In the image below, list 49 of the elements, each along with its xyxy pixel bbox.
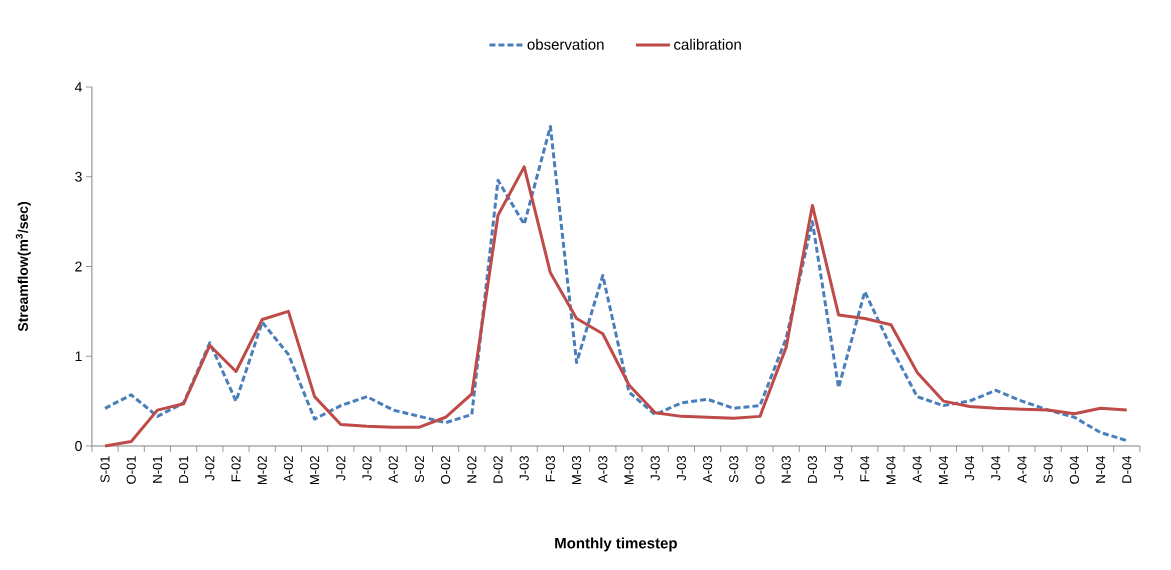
x-tick-label: N-01 [152, 456, 163, 483]
x-tick-label: M-04 [886, 455, 896, 485]
x-tick-label: M-03 [571, 456, 582, 485]
x-tick-label: J-04 [833, 455, 844, 481]
x-tick-label: J-03 [676, 456, 686, 481]
x-tick-label: S-04 [1043, 455, 1053, 483]
y-axis-title: Streamflow(m$^{3}$/sec) [15, 201, 31, 332]
x-tick-label: D-04 [1122, 455, 1132, 483]
y-tick-label: 3 [75, 171, 82, 182]
x-tick-label: F-03 [545, 456, 555, 482]
x-tick-label: M-04 [938, 455, 948, 485]
legend-label: calibration [674, 38, 741, 50]
x-tick-label: J-03 [519, 456, 529, 481]
x-tick-label: D-03 [807, 456, 817, 483]
x-tick-label: O-03 [755, 456, 765, 484]
x-tick-label: A-04 [912, 455, 922, 483]
x-tick-label: S-01 [100, 456, 110, 483]
x-tick-label: J-04 [964, 455, 975, 481]
x-tick-label: M-02 [257, 456, 267, 485]
x-tick-label: J-02 [362, 456, 372, 481]
x-tick-label: N-02 [467, 456, 477, 483]
x-tick-label: M-02 [310, 456, 320, 485]
x-tick-label: D-01 [179, 456, 189, 483]
x-tick-label: J-02 [336, 456, 346, 481]
x-tick-label: S-02 [414, 456, 424, 483]
x-tick-label: J-03 [650, 456, 660, 481]
x-tick-label: A-04 [1017, 455, 1027, 483]
x-tick-label: J-02 [205, 456, 215, 481]
x-tick-label: O-04 [1069, 455, 1079, 484]
x-tick-label: D-02 [493, 456, 503, 483]
x-tick-label: A-03 [702, 456, 713, 483]
x-tick-label: S-03 [729, 456, 739, 483]
y-tick-label: 0 [75, 441, 82, 451]
x-tick-label: F-04 [860, 455, 870, 482]
x-tick-label: N-04 [1095, 455, 1106, 483]
x-tick-label: O-02 [440, 456, 451, 484]
x-tick-label: A-02 [283, 456, 293, 483]
x-tick-label: F-02 [231, 456, 241, 482]
x-tick-label: J-04 [991, 455, 1001, 481]
x-tick-label: A-02 [388, 456, 398, 483]
y-tick-label: 1 [75, 351, 82, 362]
x-tick-label: A-03 [598, 456, 608, 483]
y-tick-label: 2 [75, 261, 82, 272]
x-axis-title: Monthly timestep [555, 537, 677, 552]
y-tick-label: 4 [74, 82, 82, 92]
x-tick-label: N-03 [781, 456, 791, 483]
x-tick-label: O-01 [126, 456, 136, 484]
x-tick-label: M-03 [624, 456, 634, 485]
legend-label: observation [527, 38, 604, 50]
